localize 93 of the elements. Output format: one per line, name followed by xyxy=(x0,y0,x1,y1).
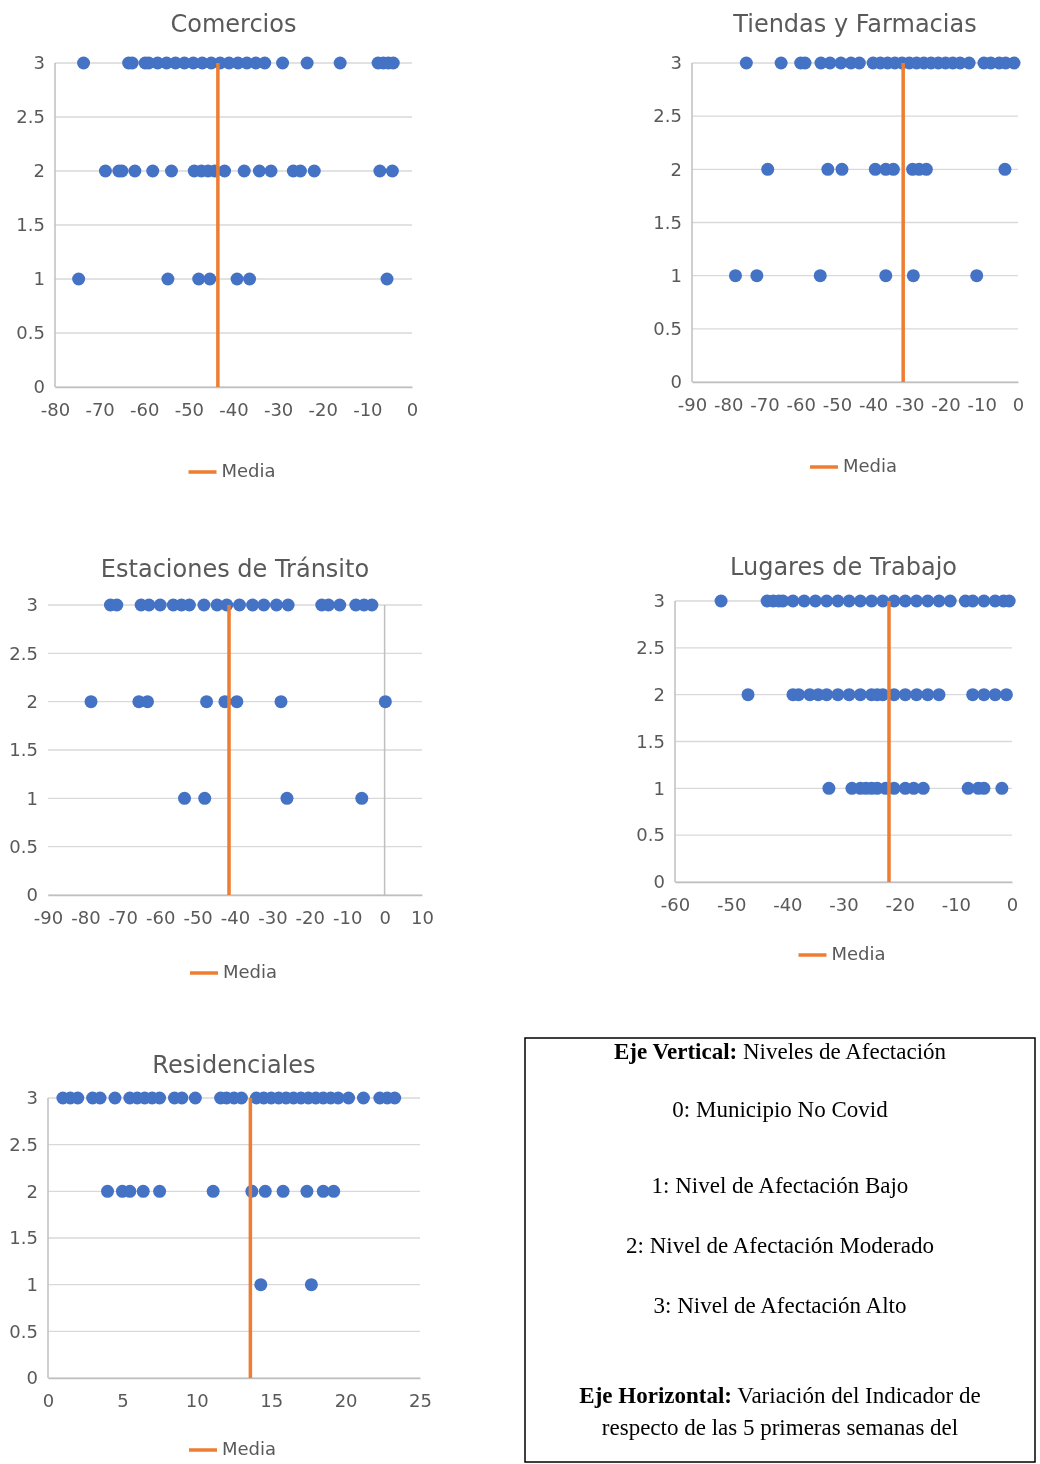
x-tick-label: -60 xyxy=(660,893,691,915)
x-tick-label: -30 xyxy=(263,398,294,420)
x-tick-label: -90 xyxy=(677,393,708,415)
y-tick-label: 2.5 xyxy=(9,1133,38,1155)
text: 1: Nivel de Afectación Bajo xyxy=(651,1173,909,1199)
chart-title: Estaciones de Tránsito xyxy=(100,555,370,583)
x-tick-label: -10 xyxy=(353,398,383,420)
y-tick-label: 1 xyxy=(33,268,45,290)
y-tick-label: 0.5 xyxy=(16,322,45,344)
chart-title: Comercios xyxy=(170,10,297,38)
y-tick-label: 1 xyxy=(653,777,665,799)
y-tick-label: 2 xyxy=(26,1180,38,1202)
text: respecto de las 5 primeras semanas del xyxy=(601,1415,959,1441)
chart-title: Tiendas y Farmacias xyxy=(732,10,977,38)
y-tick-label: 1 xyxy=(26,1273,38,1295)
x-tick-label: 15 xyxy=(260,1389,284,1411)
x-tick-label: 0 xyxy=(406,398,419,420)
y-tick-label: 3 xyxy=(26,594,38,616)
y-tick-label: 2 xyxy=(653,683,665,705)
legend-label: Media xyxy=(221,460,276,481)
y-tick-label: 1.5 xyxy=(9,739,38,761)
y-tick-label: 3 xyxy=(653,590,665,612)
x-tick-label: 10 xyxy=(411,906,434,928)
x-tick-label: -80 xyxy=(71,906,101,928)
legend-label: Media xyxy=(831,943,886,964)
y-tick-label: 2 xyxy=(33,160,45,182)
y-tick-label: 2.5 xyxy=(653,105,682,127)
x-tick-label: -30 xyxy=(895,393,925,415)
y-tick-label: 2 xyxy=(670,158,682,180)
x-tick-label: -70 xyxy=(108,906,138,928)
x-tick-label: -10 xyxy=(967,393,997,415)
x-tick-label: -40 xyxy=(219,398,249,420)
y-tick-label: 2.5 xyxy=(9,642,38,664)
x-tick-label: -50 xyxy=(183,906,213,928)
x-tick-label: 5 xyxy=(117,1389,129,1411)
text: Eje Horizontal: Variación del Indicador de xyxy=(579,1383,981,1409)
x-tick-label: 0 xyxy=(1006,893,1019,915)
text: 2: Nivel de Afectación Moderado xyxy=(626,1233,934,1259)
x-tick-label: -80 xyxy=(714,393,744,415)
y-tick-label: 3 xyxy=(26,1087,38,1109)
x-tick-label: 0 xyxy=(1012,393,1025,415)
y-tick-label: 1 xyxy=(670,264,682,286)
y-tick-label: 0.5 xyxy=(9,1320,38,1342)
legend-label: Media xyxy=(223,961,278,982)
chart-title: Residenciales xyxy=(152,1051,316,1079)
y-tick-label: 1 xyxy=(26,787,38,809)
y-tick-label: 1.5 xyxy=(16,214,45,236)
y-tick-label: 0.5 xyxy=(9,835,38,857)
x-tick-label: -10 xyxy=(333,906,363,928)
x-tick-label: -20 xyxy=(308,398,338,420)
x-tick-label: -50 xyxy=(174,398,205,420)
x-tick-label: -50 xyxy=(716,893,747,915)
x-tick-label: -50 xyxy=(822,393,853,415)
x-tick-label: 0 xyxy=(379,906,391,928)
y-tick-label: 0.5 xyxy=(653,318,682,340)
x-tick-label: -20 xyxy=(885,893,915,915)
x-tick-label: -40 xyxy=(773,893,803,915)
x-tick-label: -20 xyxy=(295,906,325,928)
x-tick-label: -40 xyxy=(220,906,251,928)
x-tick-label: -20 xyxy=(931,393,961,415)
y-tick-label: 0 xyxy=(26,1367,38,1389)
x-tick-label: 10 xyxy=(185,1389,209,1411)
x-tick-label: -60 xyxy=(146,906,176,928)
y-tick-label: 0 xyxy=(670,371,682,393)
y-tick-label: 2 xyxy=(26,690,38,712)
y-tick-label: 3 xyxy=(670,52,682,74)
x-tick-label: -60 xyxy=(130,398,160,420)
y-tick-label: 3 xyxy=(33,52,45,74)
x-tick-label: -80 xyxy=(40,398,71,420)
text: 0: Municipio No Covid xyxy=(672,1097,889,1123)
legend-label: Media xyxy=(843,455,898,476)
x-tick-label: -30 xyxy=(829,893,859,915)
y-tick-label: 0.5 xyxy=(636,824,665,846)
x-tick-label: -70 xyxy=(750,393,780,415)
x-tick-label: -70 xyxy=(85,398,115,420)
chart-title: Lugares de Trabajo xyxy=(730,553,957,581)
y-tick-label: 0 xyxy=(33,376,45,398)
x-tick-label: 20 xyxy=(334,1389,358,1411)
x-tick-label: -30 xyxy=(258,906,288,928)
x-tick-label: -60 xyxy=(786,393,816,415)
y-tick-label: 1.5 xyxy=(636,730,665,752)
text: 3: Nivel de Afectación Alto xyxy=(653,1293,907,1319)
x-tick-label: 25 xyxy=(409,1389,432,1411)
y-tick-label: 2.5 xyxy=(636,637,665,659)
legend-label: Media xyxy=(222,1438,277,1459)
y-tick-label: 0 xyxy=(653,871,665,893)
y-tick-label: 1.5 xyxy=(9,1227,38,1249)
y-tick-label: 2.5 xyxy=(16,106,45,128)
text: Eje Vertical: Niveles de Afectación xyxy=(613,1039,947,1065)
x-tick-label: -90 xyxy=(33,906,64,928)
x-tick-label: -10 xyxy=(941,893,972,915)
x-tick-label: -40 xyxy=(858,393,889,415)
y-tick-label: 1.5 xyxy=(653,211,682,233)
